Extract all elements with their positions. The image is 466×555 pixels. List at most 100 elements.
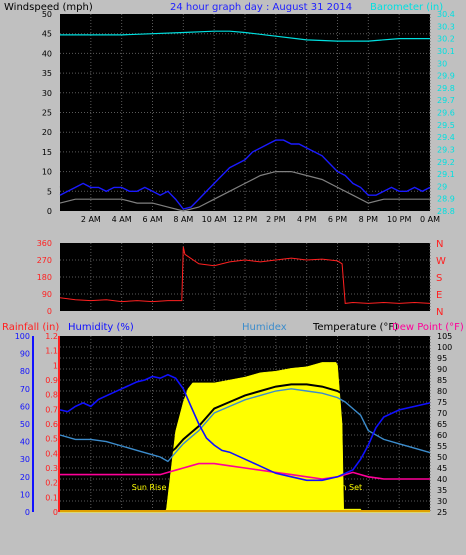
wind-x-tick: 6 PM: [328, 215, 347, 224]
wind-y-tick: 5: [47, 187, 52, 196]
rain-y-tick: 1.2: [45, 332, 58, 341]
rain-y-tick: 0.6: [45, 420, 58, 429]
barometer-y-tick: 29.9: [437, 72, 455, 81]
ticks-layer: 0510152025303540455028.828.92929.129.229…: [15, 10, 455, 517]
compass-tick: S: [436, 273, 442, 284]
temperature-y-tick: 65: [437, 420, 447, 429]
wind-y-tick: 50: [42, 10, 52, 19]
temperature-y-tick: 25: [437, 508, 447, 517]
direction-y-tick: 270: [37, 256, 52, 265]
direction-y-tick: 0: [47, 307, 52, 316]
wind-x-tick: 2 AM: [81, 215, 101, 224]
wind-x-tick: 12 PM: [233, 215, 258, 224]
wind-x-tick: 8 AM: [173, 215, 193, 224]
wind-y-tick: 0: [47, 207, 52, 216]
temperature-y-tick: 85: [437, 376, 447, 385]
humidity-y-tick: 30: [20, 455, 30, 464]
wind-y-tick: 35: [42, 69, 52, 78]
temperature-y-tick: 75: [437, 398, 447, 407]
rain-y-tick: 0.2: [45, 479, 58, 488]
humidity-y-tick: 0: [25, 508, 30, 517]
temperature-y-tick: 95: [437, 354, 447, 363]
direction-y-tick: 180: [37, 273, 52, 282]
rain-y-tick: 0.5: [45, 435, 58, 444]
barometer-y-tick: 29.2: [437, 158, 455, 167]
temperature-y-tick: 105: [437, 332, 452, 341]
rain-y-tick: 0.1: [45, 493, 58, 502]
humidity-y-tick: 40: [20, 438, 30, 447]
chart-title: 24 hour graph day : August 31 2014: [170, 2, 352, 13]
wind-gust-line: [59, 103, 431, 208]
wind-y-tick: 15: [42, 148, 52, 157]
humidex-line: [59, 388, 431, 463]
wind-avg-line: [59, 139, 431, 210]
wind-y-tick: 30: [42, 89, 52, 98]
wind-x-tick: 4 PM: [297, 215, 316, 224]
wind-y-tick: 10: [42, 168, 52, 177]
wind-plot-area: [60, 14, 430, 211]
temperature-y-tick: 35: [437, 486, 447, 495]
temperature-line: [59, 383, 431, 456]
wind-low-line: [59, 171, 430, 212]
humidity-y-tick: 100: [15, 332, 30, 341]
compass-tick: E: [436, 290, 442, 301]
barometer-y-tick: 29.7: [437, 96, 455, 105]
barometer-y-tick: 29.3: [437, 145, 455, 154]
wind-x-tick: 0 AM: [420, 215, 440, 224]
humidity-y-tick: 20: [20, 473, 30, 482]
barometer-y-tick: 29.1: [437, 170, 455, 179]
barometer-y-tick: 29.8: [437, 84, 455, 93]
barometer-line: [60, 30, 430, 42]
wind-y-tick: 20: [42, 128, 52, 137]
wind-x-tick: 10 AM: [202, 215, 227, 224]
wind-x-tick: 4 AM: [112, 215, 132, 224]
barometer-y-tick: 28.9: [437, 195, 455, 204]
wind-y-tick: 25: [42, 109, 52, 118]
wind-direction-line: [59, 246, 431, 304]
barometer-y-tick: 30.4: [437, 10, 455, 19]
dew-point-line: [60, 462, 430, 480]
temperature-y-tick: 80: [437, 387, 447, 396]
barometer-y-tick: 30.1: [437, 47, 455, 56]
compass-tick: N: [436, 239, 443, 250]
barometer-y-tick: 30.3: [437, 22, 455, 31]
rain-y-tick: 0: [53, 508, 58, 517]
windspeed-axis-label: Windspeed (mph): [4, 2, 93, 13]
humidity-y-tick: 90: [20, 350, 30, 359]
humidity-y-tick: 10: [20, 490, 30, 499]
wind-y-tick: 40: [42, 49, 52, 58]
compass-tick: W: [436, 256, 446, 267]
temperature-y-tick: 45: [437, 464, 447, 473]
sun-annotation: Sun Rise: [132, 483, 167, 492]
direction-y-tick: 90: [42, 290, 52, 299]
temperature-label: Temperature (°F): [312, 322, 398, 333]
humidex-label: Humidex: [242, 322, 287, 333]
rainfall-area: [60, 362, 430, 513]
sun-annotation: Sun Set: [331, 483, 362, 492]
rain-y-tick: 1: [53, 361, 58, 370]
temperature-y-tick: 70: [437, 409, 447, 418]
dew-point-label: Dew Point (°F): [392, 322, 464, 333]
rain-y-tick: 0.4: [45, 449, 58, 458]
humidity-y-tick: 80: [20, 367, 30, 376]
barometer-y-tick: 30: [437, 59, 447, 68]
rain-y-tick: 0.8: [45, 391, 58, 400]
wind-y-tick: 45: [42, 30, 52, 39]
humidity-y-tick: 50: [20, 420, 30, 429]
wind-x-tick: 8 PM: [359, 215, 378, 224]
barometer-y-tick: 29.4: [437, 133, 455, 142]
compass-tick: N: [436, 307, 443, 318]
barometer-y-tick: 29: [437, 182, 447, 191]
direction-y-tick: 360: [37, 239, 52, 248]
humidity-axis-label: Humidity (%): [68, 322, 134, 333]
rainfall-axis-label: Rainfall (in): [2, 322, 59, 333]
rain-y-tick: 0.9: [45, 376, 58, 385]
marks-layer: Sun Rise Sun Set: [59, 30, 431, 513]
barometer-axis-label: Barometer (in): [370, 2, 443, 13]
humidity-line: [59, 373, 431, 482]
wind-x-tick: 10 PM: [387, 215, 412, 224]
temperature-y-tick: 100: [437, 343, 452, 352]
barometer-y-tick: 29.5: [437, 121, 455, 130]
temperature-y-tick: 55: [437, 442, 447, 451]
